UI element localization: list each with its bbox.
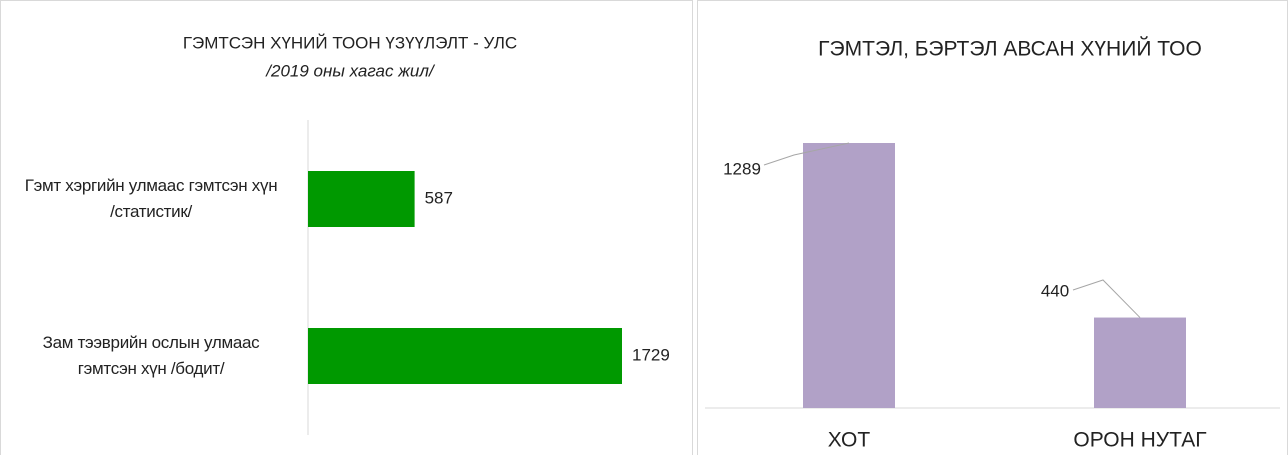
chart-title: ГЭМТЭЛ, БЭРТЭЛ АВСАН ХҮНИЙ ТОО: [818, 37, 1202, 61]
value-label: 587: [425, 188, 453, 207]
chart-subtitle: /2019 оны хагас жил/: [265, 61, 436, 80]
left-panel: [0, 0, 693, 455]
bar: [308, 328, 622, 384]
chart-title: ГЭМТСЭН ХҮНИЙ ТООН ҮЗҮҮЛЭЛТ - УЛС: [183, 33, 517, 52]
bar: [1094, 317, 1186, 408]
value-label: 440: [1041, 281, 1069, 300]
right-panel: [697, 0, 1288, 455]
leader-line: [763, 142, 850, 166]
value-label: 1289: [723, 159, 761, 178]
bar: [803, 143, 895, 408]
value-label: 1729: [632, 345, 670, 364]
x-tick-label: ОРОН НУТАГ: [1073, 429, 1206, 452]
x-tick-label: ХОТ: [828, 429, 871, 452]
category-label: Гэмт хэргийн улмаас гэмтсэн хүн /статист…: [24, 176, 278, 221]
category-label: Зам тээврийн ослын улмаас гэмтсэн хүн /б…: [42, 333, 260, 378]
bar: [308, 171, 415, 227]
leader-line: [1072, 279, 1141, 318]
